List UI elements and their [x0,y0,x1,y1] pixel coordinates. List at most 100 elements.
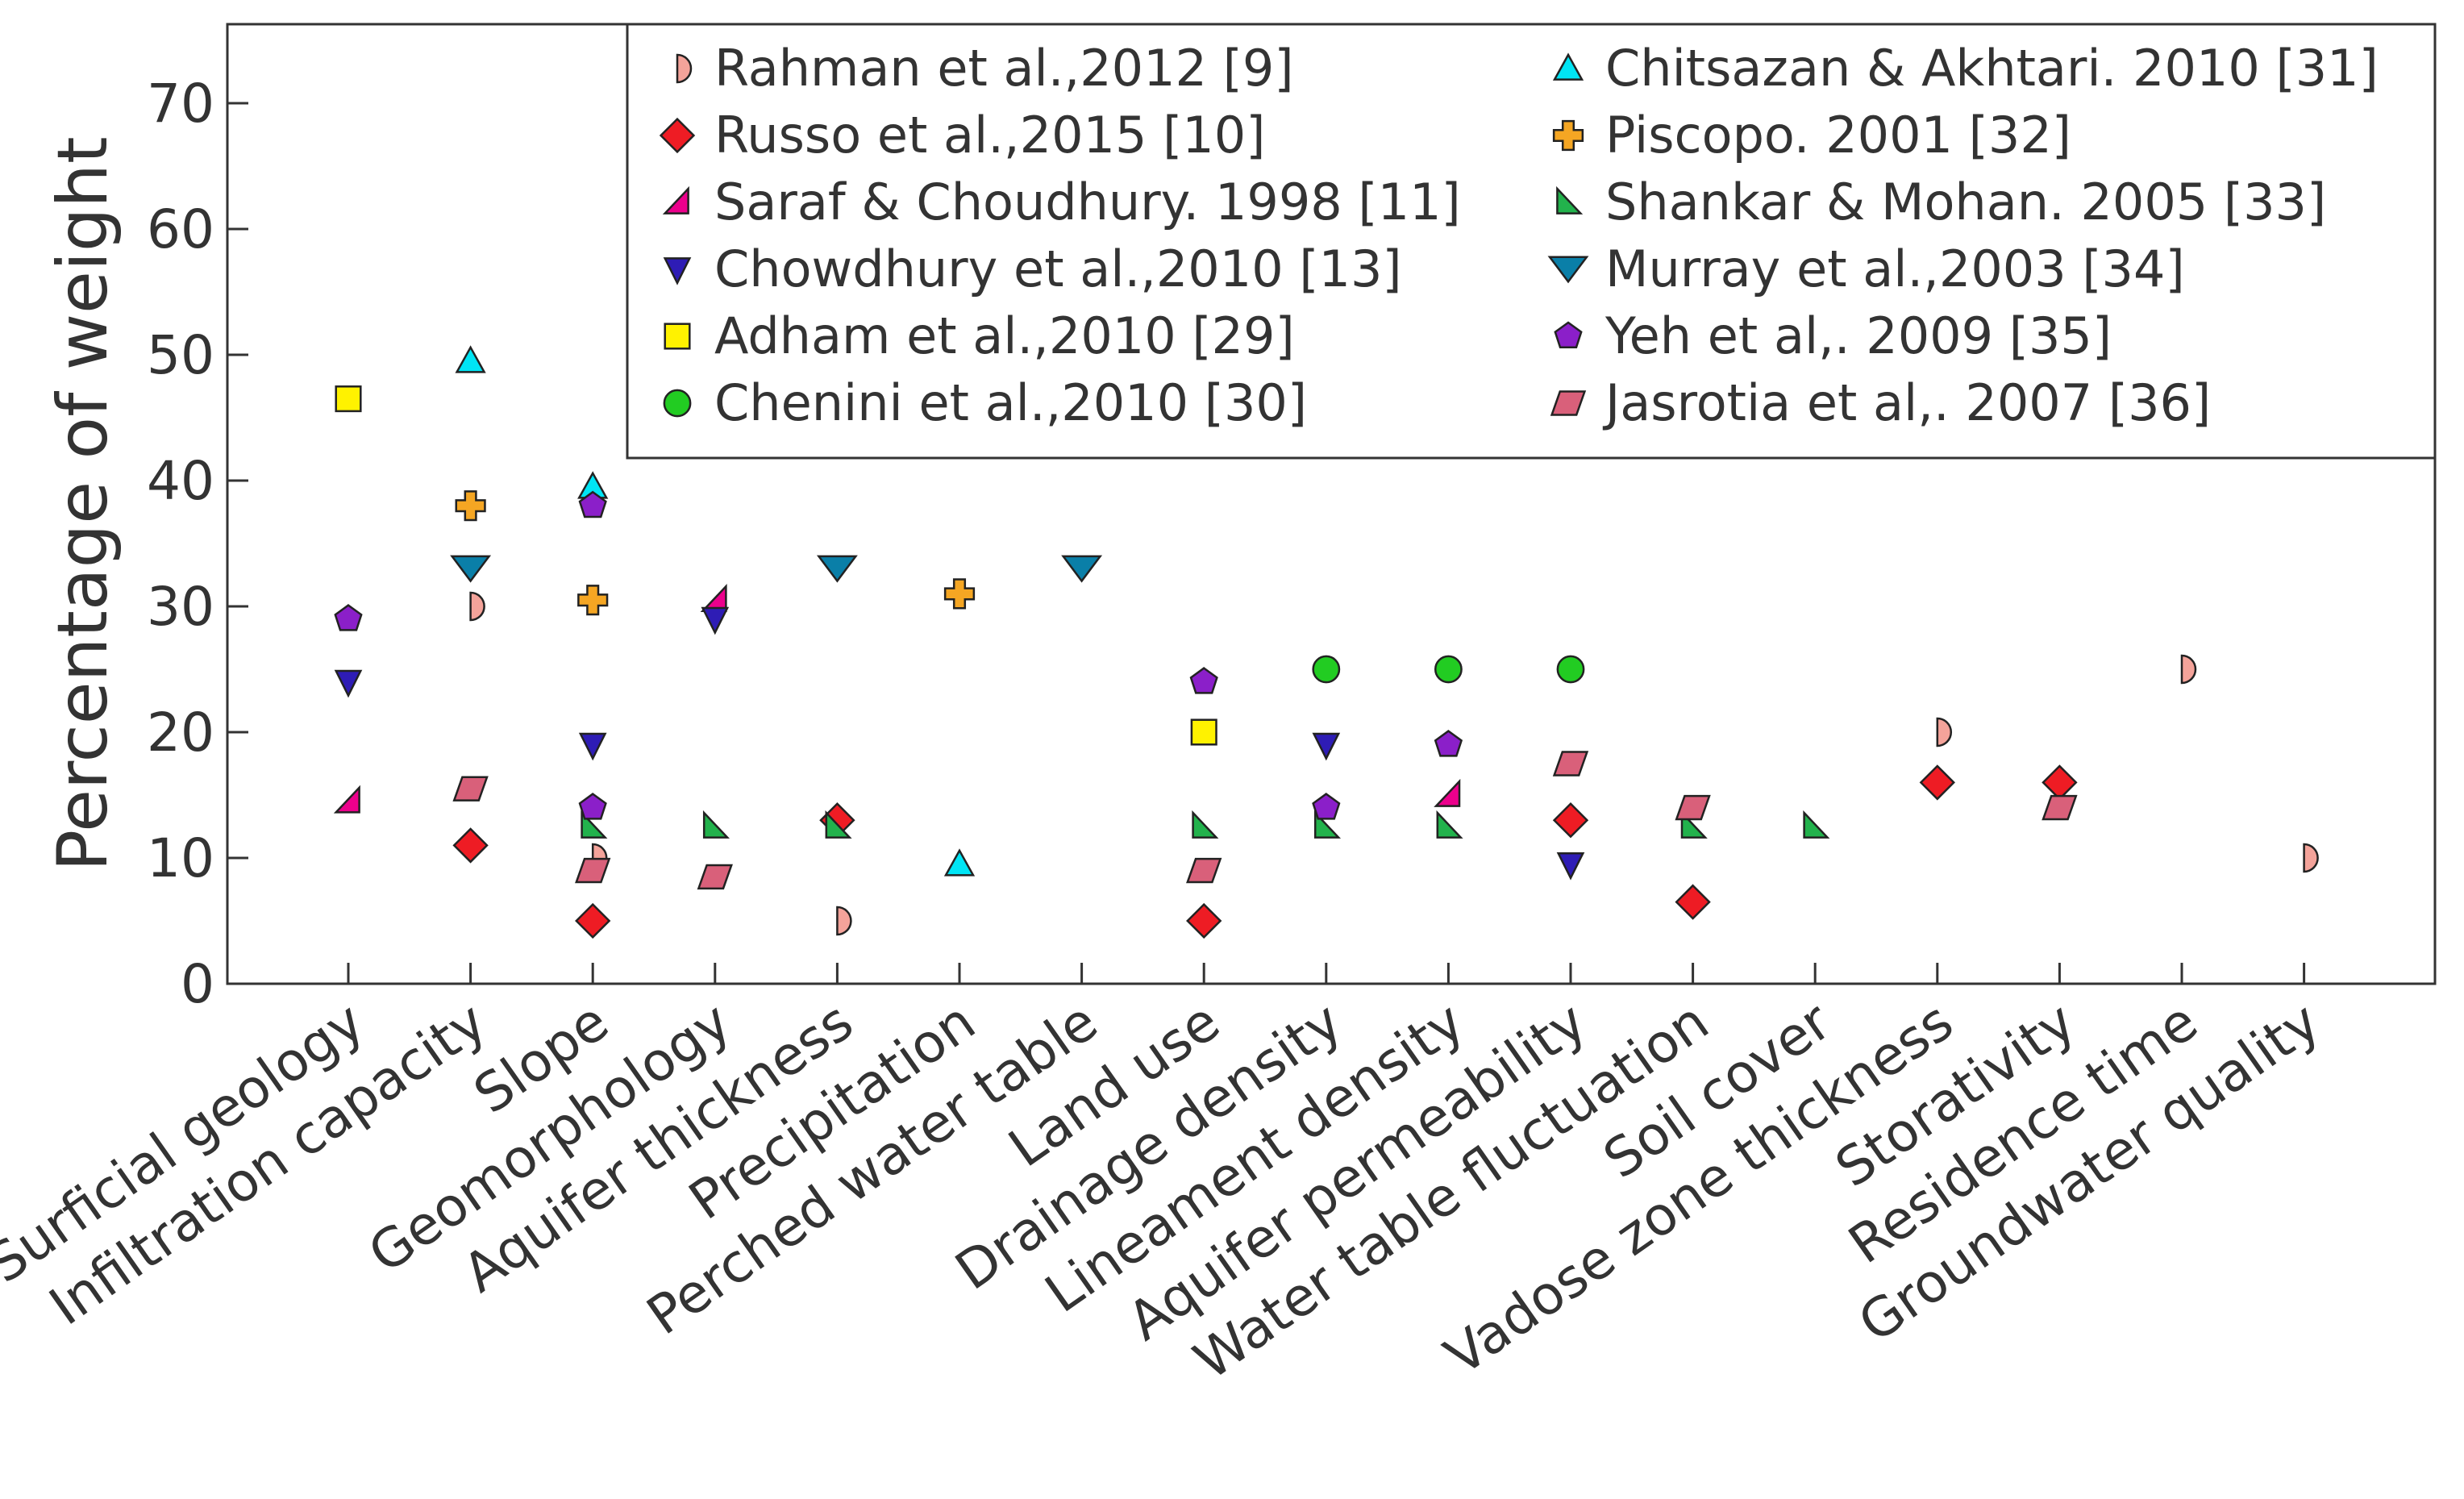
data-point [1434,778,1461,807]
legend-item: Jasrotia et al,. 2007 [36] [1550,373,2211,432]
legend-marker [663,257,692,285]
data-point [1675,794,1711,821]
data-point [697,864,733,890]
data-point [1556,655,1585,684]
legend-item: Chowdhury et al.,2010 [13] [663,239,1402,298]
data-point [2042,794,2078,821]
data-point [2303,843,2319,873]
legend-marker [663,389,692,418]
y-tick-label: 20 [147,702,214,764]
data-point [943,578,976,610]
legend-item: Piscopo. 2001 [32] [1552,106,2071,164]
data-point [469,591,485,622]
data-point [450,555,492,583]
data-point [1936,717,1953,747]
data-point [578,490,607,518]
data-point [452,776,489,802]
data-point [333,785,360,814]
data-point [1192,810,1219,839]
data-point [1803,810,1830,839]
data-point [2042,764,2078,801]
series-1 [452,764,2078,939]
legend-marker [1554,321,1583,349]
data-point [1680,810,1708,839]
data-point [1312,732,1341,761]
data-point [836,906,852,936]
data-point [455,345,486,373]
y-axis-label: Percentage of weight [43,136,123,871]
data-point [1434,730,1463,757]
data-point [578,732,607,761]
legend-marker [662,185,689,214]
series-7 [455,490,976,616]
data-point [455,490,486,522]
data-point [578,793,607,820]
data-point [1189,667,1218,694]
legend-label: Yeh et al,. 2009 [35] [1605,306,2112,365]
legend-marker [664,323,691,350]
y-tick-label: 60 [147,198,214,260]
data-point [1190,718,1217,746]
legend-marker [1547,256,1589,284]
data-points [333,345,2319,939]
series-8 [581,810,1830,839]
data-point [1312,655,1341,684]
data-point [575,857,611,884]
data-point [1434,655,1463,684]
data-point [1312,793,1341,820]
data-point [1675,884,1711,920]
data-point [1186,902,1222,939]
y-tick-label: 30 [147,576,214,638]
legend-label: Rahman et al.,2012 [9] [714,39,1294,98]
legend-label: Murray et al.,2003 [34] [1605,239,2185,298]
legend-item: Yeh et al,. 2009 [35] [1554,306,2112,365]
legend-marker [1552,119,1584,152]
data-point [943,848,976,876]
series-4 [335,385,1217,746]
data-point [701,606,730,635]
data-point [1436,810,1463,839]
data-point [1552,751,1589,777]
series-5 [1312,655,1585,684]
data-point [452,827,489,864]
legend-item: Saraf & Choudhury. 1998 [11] [662,173,1461,231]
legend-box [626,23,2437,460]
legend-label: Russo et al.,2015 [10] [714,106,1265,164]
data-point [334,604,363,631]
legend-item: Rahman et al.,2012 [9] [676,39,1294,98]
y-tick-label: 0 [181,953,214,1015]
legend: Rahman et al.,2012 [9] Russo et al.,2015 … [626,23,2437,460]
data-point [577,585,609,616]
legend-item: Murray et al.,2003 [34] [1547,239,2185,298]
legend-item: Chitsazan & Akhtari. 2010 [31] [1552,39,2379,98]
legend-label: Chitsazan & Akhtari. 2010 [31] [1605,39,2379,98]
data-point [575,902,611,939]
legend-label: Jasrotia et al,. 2007 [36] [1602,373,2211,432]
y-tick-label: 50 [147,324,214,386]
data-point [702,810,730,839]
legend-label: Shankar & Mohan. 2005 [33] [1605,173,2326,231]
legend-marker [659,117,696,154]
series-11 [452,751,2078,890]
y-tick-label: 40 [147,450,214,512]
data-point [825,810,852,839]
legend-item: Adham et al.,2010 [29] [664,306,1295,365]
series-10 [334,490,1463,820]
data-point [1552,802,1589,839]
data-point [1556,852,1585,881]
legend-marker [1556,185,1584,214]
data-point [1061,555,1103,583]
data-point [816,555,858,583]
series-9 [450,555,1103,583]
data-point [2180,654,2197,685]
data-point [335,385,362,413]
series-2 [333,584,1461,814]
legend-marker [1552,52,1584,81]
data-point [334,669,363,698]
legend-item: Chenini et al.,2010 [30] [663,373,1307,432]
y-tick-label: 10 [147,827,214,889]
data-point [1186,857,1222,884]
legend-label: Chowdhury et al.,2010 [13] [714,239,1402,298]
